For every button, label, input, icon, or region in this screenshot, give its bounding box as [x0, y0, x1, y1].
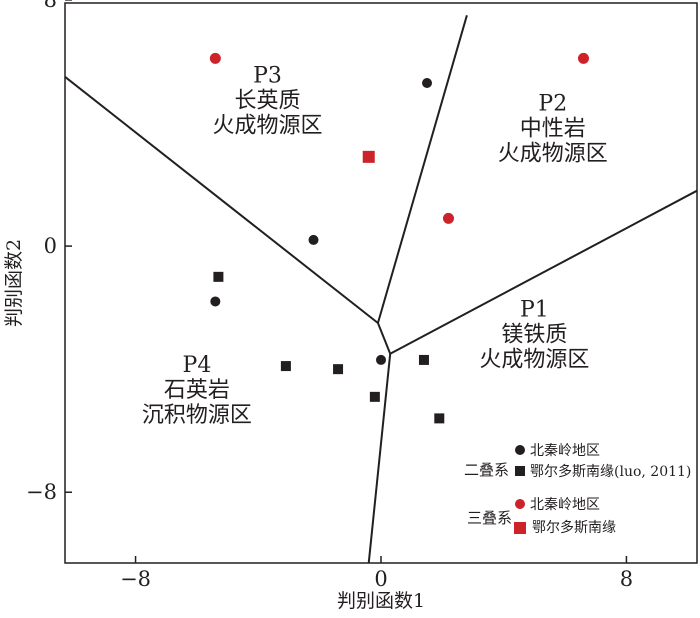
series-2-point-0: [209, 52, 221, 64]
axis-ticks: −8 0 8 8 0 −8: [26, 0, 633, 591]
legend-label-permian-qinling: 北秦岭地区: [530, 443, 600, 459]
series-0-point-3: [376, 354, 386, 365]
y-axis-title: 判别函数2: [3, 239, 25, 327]
series-0-point-1: [308, 234, 319, 245]
region-1-label-0: P2: [538, 91, 567, 116]
legend: 二叠系 三叠系 北秦岭地区 鄂尔多斯南缘(luo, 2011) 北秦岭地区 鄂尔…: [464, 443, 691, 536]
region-2-label-0: P1: [520, 297, 549, 322]
legend-marker-triassic-qinling: [515, 499, 525, 509]
series-1-point-3: [369, 391, 380, 402]
data-points: [209, 52, 589, 424]
series-2-point-1: [577, 52, 589, 64]
y-tick-label-2: −8: [26, 480, 57, 504]
series-1-point-4: [418, 354, 429, 365]
legend-label-permian-ordos: 鄂尔多斯南缘(luo, 2011): [530, 463, 691, 480]
region-3-label-0: P4: [183, 353, 212, 378]
boundary-line-2: [377, 322, 392, 355]
region-0-label-2: 火成物源区: [212, 114, 322, 139]
region-1-label-2: 火成物源区: [498, 141, 608, 166]
region-0-label-1: 长英质: [234, 89, 300, 114]
boundary-line-1: [376, 15, 468, 324]
boundary-line-0: [64, 76, 379, 324]
series-1-point-5: [434, 413, 445, 424]
boundary-line-3: [389, 189, 698, 355]
x-tick-label-1: 0: [374, 567, 387, 591]
boundary-lines: [64, 15, 698, 564]
region-3-label-1: 石英岩: [164, 378, 230, 403]
region-1-label-1: 中性岩: [520, 116, 586, 141]
region-0-label-0: P3: [253, 64, 282, 89]
legend-label-triassic-ordos: 鄂尔多斯南缘: [532, 519, 616, 536]
series-0-point-2: [210, 296, 221, 307]
legend-group-permian: 二叠系: [464, 461, 509, 479]
series-1-point-0: [213, 271, 224, 282]
y-tick-label-1: 0: [44, 234, 57, 258]
legend-marker-permian-ordos: [515, 466, 525, 476]
region-3-label-2: 沉积物源区: [142, 403, 252, 428]
y-tick-label-0: 8: [44, 0, 57, 12]
series-0-point-0: [422, 78, 433, 88]
region-2-label-2: 火成物源区: [479, 347, 589, 372]
legend-marker-triassic-ordos: [514, 522, 526, 534]
series-2-point-2: [442, 212, 454, 224]
series-1-point-1: [280, 361, 291, 372]
x-tick-label-2: 8: [620, 567, 633, 591]
region-2-label-1: 镁铁质: [501, 322, 567, 347]
series-1-point-2: [333, 364, 344, 375]
x-tick-label-0: −8: [120, 567, 151, 591]
legend-marker-permian-qinling: [515, 445, 525, 455]
boundary-line-4: [367, 353, 392, 564]
legend-label-triassic-qinling: 北秦岭地区: [530, 497, 600, 513]
x-axis-title: 判别函数1: [337, 590, 425, 612]
series-3-point-0: [362, 150, 375, 163]
legend-group-triassic: 三叠系: [467, 509, 512, 527]
